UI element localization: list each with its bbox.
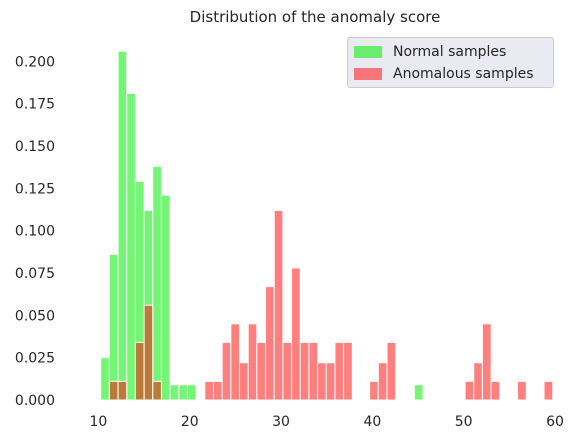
bar-anomalous bbox=[490, 380, 501, 401]
y-tick-label: 0.025 bbox=[15, 351, 55, 367]
bar-anomalous bbox=[464, 380, 475, 401]
bar-anomalous bbox=[543, 380, 554, 401]
bar-normal bbox=[152, 165, 162, 401]
y-tick-label: 0.000 bbox=[15, 393, 55, 409]
bar-anomalous bbox=[517, 380, 527, 401]
bar-anomalous bbox=[256, 341, 267, 401]
bar-anomalous bbox=[239, 362, 249, 401]
bar-anomalous bbox=[273, 209, 284, 401]
bar-normal bbox=[186, 384, 197, 401]
bar-anomalous bbox=[325, 362, 336, 401]
bar-normal bbox=[126, 93, 136, 401]
bar-anomalous bbox=[134, 341, 145, 401]
bar-anomalous bbox=[221, 341, 232, 401]
bar-anomalous bbox=[308, 341, 319, 401]
legend-item-anomalous: Anomalous samples bbox=[354, 64, 534, 84]
bar-anomalous bbox=[212, 380, 223, 401]
bar-anomalous bbox=[317, 362, 327, 401]
x-tick-label: 50 bbox=[455, 414, 473, 430]
bar-normal bbox=[178, 384, 188, 401]
bar-anomalous bbox=[117, 380, 128, 401]
bar-anomalous bbox=[291, 267, 301, 401]
legend-label-normal: Normal samples bbox=[393, 44, 507, 60]
bar-anomalous bbox=[282, 341, 293, 401]
legend-swatch-normal bbox=[354, 46, 382, 58]
bar-anomalous bbox=[265, 286, 275, 401]
bars-layer bbox=[100, 50, 554, 401]
x-tick-label: 30 bbox=[272, 414, 290, 430]
bar-anomalous bbox=[143, 304, 154, 401]
legend: Normal samples Anomalous samples bbox=[347, 37, 554, 88]
y-axis-tick-labels: 0.000 0.025 0.050 0.075 0.100 0.125 0.150 0.175… bbox=[15, 54, 55, 409]
bar-normal bbox=[100, 357, 110, 401]
bar-normal bbox=[108, 253, 119, 401]
legend-item-normal: Normal samples bbox=[354, 42, 506, 62]
bar-anomalous bbox=[152, 380, 162, 401]
bar-anomalous bbox=[369, 380, 379, 401]
bar-anomalous bbox=[230, 323, 241, 401]
bar-normal bbox=[413, 384, 424, 401]
y-tick-label: 0.050 bbox=[15, 308, 55, 324]
x-tick-label: 20 bbox=[181, 414, 199, 430]
bar-anomalous bbox=[247, 323, 258, 401]
bar-anomalous bbox=[386, 341, 397, 401]
bar-anomalous bbox=[481, 323, 492, 401]
x-tick-label: 10 bbox=[90, 414, 108, 430]
bar-normal bbox=[117, 50, 128, 401]
chart-title: Distribution of the anomaly score bbox=[189, 8, 441, 26]
bar-anomalous bbox=[377, 362, 388, 401]
bar-anomalous bbox=[343, 341, 353, 401]
legend-swatch-anomalous bbox=[354, 68, 382, 80]
y-tick-label: 0.175 bbox=[15, 97, 55, 113]
bar-anomalous bbox=[473, 362, 483, 401]
bar-anomalous bbox=[334, 341, 345, 401]
x-tick-label: 40 bbox=[363, 414, 381, 430]
y-tick-label: 0.150 bbox=[15, 139, 55, 155]
bar-anomalous bbox=[204, 380, 214, 401]
bar-normal bbox=[169, 384, 180, 401]
bar-anomalous bbox=[108, 380, 119, 401]
x-tick-label: 60 bbox=[546, 414, 564, 430]
y-tick-label: 0.075 bbox=[15, 266, 55, 282]
y-tick-label: 0.100 bbox=[15, 224, 55, 240]
legend-label-anomalous: Anomalous samples bbox=[393, 66, 534, 82]
y-tick-label: 0.125 bbox=[15, 181, 55, 197]
x-axis-tick-labels: 10 20 30 40 50 60 bbox=[90, 414, 564, 430]
bar-normal bbox=[160, 194, 171, 401]
y-tick-label: 0.200 bbox=[15, 54, 55, 70]
bar-anomalous bbox=[299, 341, 310, 401]
